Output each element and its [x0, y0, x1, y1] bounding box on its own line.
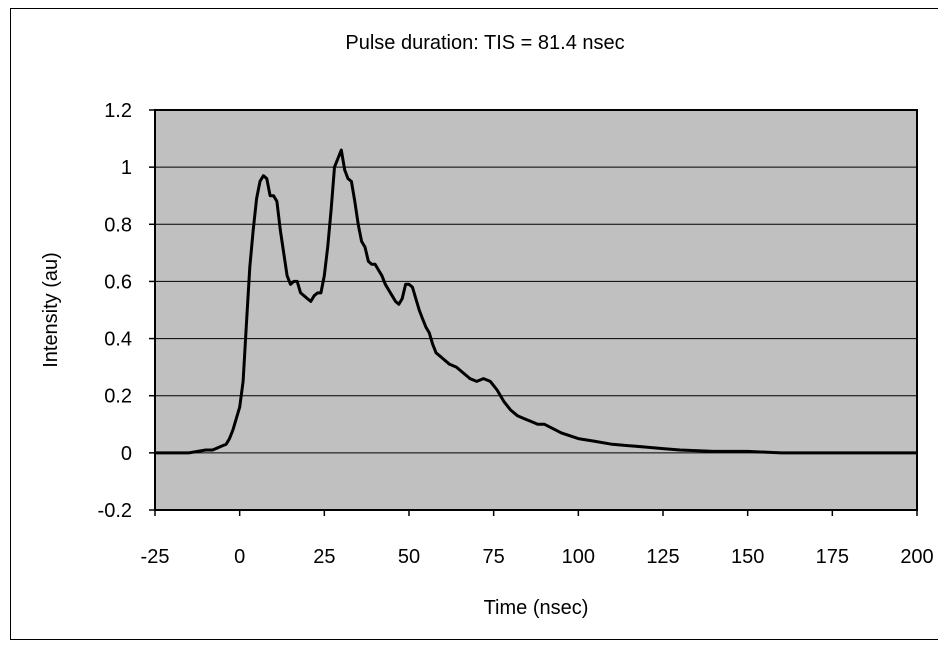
y-tick-label: 0.8: [104, 214, 132, 236]
chart-title: Pulse duration: TIS = 81.4 nsec: [345, 32, 624, 54]
x-tick-label: -25: [141, 546, 170, 568]
x-tick-label: 150: [731, 546, 764, 568]
grid-lines: [155, 166, 917, 454]
intensity-series-line: [155, 148, 917, 455]
x-tick-label: 200: [900, 546, 933, 568]
x-tick-label: 25: [313, 546, 335, 568]
x-axis-ticks: -25 0 25 50 75 100 125 150 175 200: [141, 510, 934, 568]
x-tick-label: 0: [234, 546, 245, 568]
plot-border: [154, 109, 918, 511]
y-tick-label: 0.6: [104, 271, 132, 293]
y-tick-label: 1: [121, 157, 132, 179]
y-tick-label: 0.2: [104, 386, 132, 408]
y-tick-label: 0: [121, 443, 132, 465]
x-tick-label: 100: [562, 546, 595, 568]
x-tick-label: 75: [483, 546, 505, 568]
y-axis-ticks: -0.2 0 0.2 0.4 0.6 0.8 1 1.2: [98, 100, 155, 522]
x-tick-label: 50: [398, 546, 420, 568]
plot-area: [155, 110, 917, 510]
y-tick-label: 1.2: [104, 100, 132, 122]
x-axis-label: Time (nsec): [484, 597, 589, 619]
y-axis-label: Intensity (au): [40, 252, 62, 368]
x-tick-label: 125: [646, 546, 679, 568]
x-tick-label: 175: [816, 546, 849, 568]
y-tick-label: 0.4: [104, 329, 132, 351]
y-tick-label: -0.2: [98, 500, 132, 522]
